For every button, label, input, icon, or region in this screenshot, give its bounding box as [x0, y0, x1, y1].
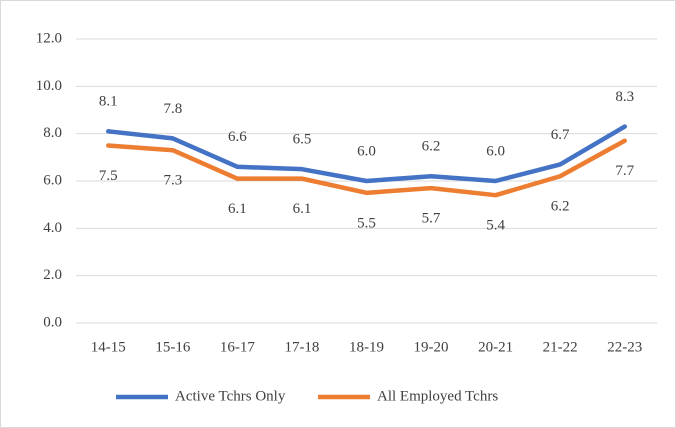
data-label: 6.2 — [422, 139, 441, 155]
data-label: 6.0 — [357, 143, 376, 159]
data-label: 6.1 — [228, 201, 247, 217]
data-label: 8.1 — [99, 94, 118, 110]
y-tick-label: 12.0 — [36, 30, 62, 46]
y-tick-label: 2.0 — [43, 267, 62, 283]
x-tick-label: 22-23 — [607, 339, 642, 355]
data-label: 6.1 — [293, 201, 312, 217]
series-line — [106, 124, 627, 184]
legend-label: Active Tchrs Only — [175, 388, 286, 404]
series-line — [106, 138, 627, 198]
x-tick-label: 18-19 — [349, 339, 384, 355]
x-tick-label: 14-15 — [91, 339, 126, 355]
x-tick-label: 21-22 — [543, 339, 578, 355]
data-label: 6.7 — [551, 127, 570, 143]
y-tick-label: 0.0 — [43, 314, 62, 330]
data-label: 6.2 — [551, 199, 570, 215]
data-label: 5.7 — [422, 211, 441, 227]
data-label: 7.8 — [163, 101, 182, 117]
y-tick-label: 10.0 — [36, 78, 62, 94]
legend-label: All Employed Tchrs — [377, 388, 498, 404]
data-label: 6.6 — [228, 129, 247, 145]
x-tick-label: 19-20 — [414, 339, 449, 355]
x-tick-label: 17-18 — [284, 339, 319, 355]
x-tick-label: 16-17 — [220, 339, 255, 355]
data-label: 8.3 — [615, 89, 634, 105]
x-tick-label: 15-16 — [155, 339, 190, 355]
x-tick-label: 20-21 — [478, 339, 513, 355]
data-label: 7.3 — [163, 173, 182, 189]
y-tick-label: 6.0 — [43, 172, 62, 188]
y-tick-label: 8.0 — [43, 125, 62, 141]
y-tick-label: 4.0 — [43, 220, 62, 236]
data-label: 5.4 — [486, 218, 505, 234]
data-label: 5.5 — [357, 215, 376, 231]
data-label: 7.5 — [99, 168, 118, 184]
data-label: 7.7 — [615, 163, 634, 179]
data-label: 6.0 — [486, 143, 505, 159]
data-label: 6.5 — [293, 132, 312, 148]
